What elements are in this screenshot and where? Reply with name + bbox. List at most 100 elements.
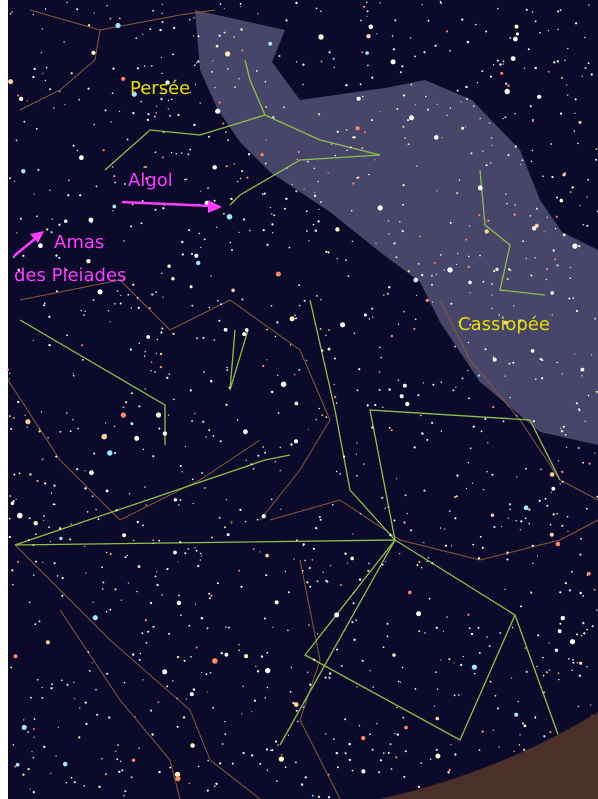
star bbox=[400, 71, 402, 73]
star bbox=[107, 450, 112, 455]
star bbox=[314, 168, 316, 170]
star bbox=[131, 392, 133, 394]
star bbox=[344, 553, 346, 555]
star bbox=[21, 169, 25, 173]
star bbox=[456, 264, 457, 265]
star bbox=[441, 381, 443, 383]
star bbox=[316, 8, 318, 10]
star bbox=[503, 420, 505, 422]
star bbox=[363, 6, 365, 8]
star bbox=[584, 37, 585, 38]
star bbox=[465, 126, 466, 127]
star bbox=[273, 214, 275, 216]
star bbox=[190, 743, 195, 748]
star bbox=[333, 384, 335, 386]
star bbox=[410, 84, 412, 86]
star bbox=[479, 118, 481, 120]
star bbox=[447, 267, 452, 272]
star bbox=[20, 218, 22, 220]
star bbox=[101, 758, 102, 759]
star bbox=[73, 682, 74, 683]
star bbox=[371, 119, 373, 121]
star bbox=[581, 368, 585, 372]
star bbox=[550, 143, 552, 145]
star bbox=[361, 147, 363, 149]
star bbox=[480, 536, 482, 538]
star bbox=[122, 533, 126, 537]
star bbox=[456, 495, 458, 497]
star bbox=[277, 375, 278, 376]
star bbox=[143, 449, 144, 450]
star bbox=[570, 267, 571, 268]
star bbox=[193, 124, 195, 126]
star bbox=[336, 471, 337, 472]
star bbox=[54, 504, 56, 506]
star bbox=[350, 557, 354, 561]
star bbox=[525, 518, 527, 520]
pleiades-label-2: des Pleiades bbox=[14, 265, 126, 286]
star bbox=[196, 550, 198, 552]
star bbox=[290, 691, 292, 693]
star bbox=[391, 429, 393, 431]
star bbox=[160, 331, 162, 333]
star bbox=[546, 279, 547, 280]
star bbox=[192, 479, 194, 481]
star bbox=[475, 24, 477, 26]
star bbox=[514, 213, 516, 215]
star bbox=[14, 654, 18, 658]
star bbox=[190, 656, 192, 658]
star bbox=[139, 659, 141, 661]
star bbox=[491, 294, 492, 295]
star bbox=[470, 292, 471, 293]
star bbox=[66, 334, 68, 336]
star bbox=[15, 499, 17, 501]
star bbox=[257, 670, 259, 672]
star bbox=[422, 4, 423, 5]
star bbox=[295, 318, 297, 320]
star bbox=[526, 258, 527, 259]
star bbox=[59, 537, 62, 540]
star bbox=[303, 188, 304, 189]
star bbox=[586, 508, 588, 510]
star bbox=[168, 633, 170, 635]
star bbox=[231, 289, 235, 293]
star bbox=[127, 139, 129, 141]
star bbox=[9, 536, 11, 538]
star bbox=[536, 666, 537, 667]
star bbox=[156, 106, 157, 107]
star bbox=[119, 111, 120, 112]
star bbox=[564, 60, 565, 61]
star bbox=[238, 650, 240, 652]
star bbox=[469, 225, 470, 226]
star bbox=[487, 220, 489, 222]
star bbox=[137, 297, 139, 299]
star bbox=[106, 673, 108, 675]
star bbox=[177, 601, 181, 605]
star bbox=[493, 526, 495, 528]
star bbox=[416, 611, 421, 616]
star bbox=[371, 427, 373, 429]
star bbox=[90, 221, 92, 223]
star bbox=[457, 253, 458, 254]
star bbox=[505, 376, 506, 377]
star bbox=[428, 557, 430, 559]
star bbox=[330, 565, 332, 567]
star bbox=[434, 135, 439, 140]
star bbox=[208, 429, 210, 431]
star bbox=[340, 322, 345, 327]
star bbox=[360, 513, 361, 514]
star bbox=[486, 636, 487, 637]
star bbox=[401, 65, 403, 67]
star bbox=[460, 664, 462, 666]
star bbox=[33, 544, 35, 546]
star bbox=[495, 268, 498, 271]
star bbox=[161, 57, 162, 58]
star bbox=[405, 402, 409, 406]
star bbox=[583, 632, 585, 634]
star bbox=[571, 571, 573, 573]
star bbox=[59, 91, 61, 93]
star bbox=[52, 219, 53, 220]
star bbox=[132, 653, 134, 655]
star bbox=[294, 702, 299, 707]
star bbox=[550, 533, 554, 537]
